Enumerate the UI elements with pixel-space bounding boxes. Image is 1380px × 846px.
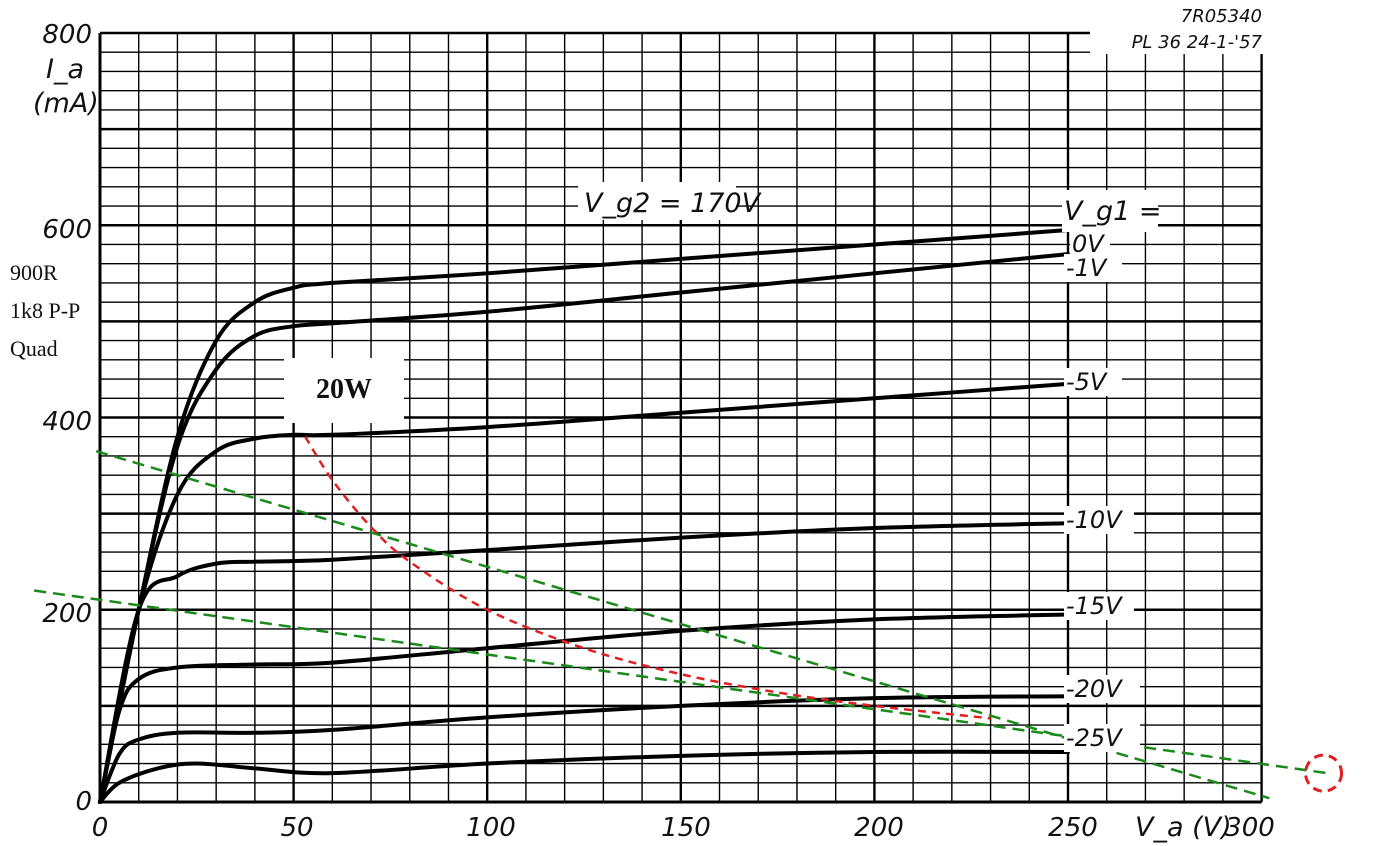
x-tick-label: 250: [1048, 813, 1098, 843]
y-tick-label: 600: [42, 215, 92, 245]
stamp-code: 7R05340: [1181, 6, 1262, 27]
curve-label: -10V: [1066, 506, 1123, 534]
y-axis-label-backdrop: [30, 46, 98, 120]
curve-label: -5V: [1066, 368, 1108, 396]
curve-vg1: [98, 252, 1070, 804]
power-label: 20W: [316, 374, 372, 405]
y-axis-label: I_a: [46, 54, 84, 85]
vg2-annotation-backdrop: [578, 182, 736, 220]
curve-vg1: [98, 521, 1070, 804]
x-tick-label: 200: [854, 813, 904, 843]
stamp-backdrop: [1090, 4, 1270, 54]
x-tick-label: 50: [280, 813, 313, 843]
x-tick-label: 0: [92, 813, 109, 843]
curve-label: -1V: [1066, 254, 1108, 282]
y-tick-label: 0: [75, 787, 92, 817]
curve-vg1: [98, 749, 1070, 804]
y-tick-label: 800: [42, 20, 92, 50]
curve-vg1: [98, 612, 1070, 804]
y-tick-label: 200: [42, 599, 92, 629]
vg2-annotation: V_g2 = 170V: [584, 188, 763, 219]
legend-header-backdrop: [1062, 190, 1158, 232]
note-quad: Quad: [10, 336, 58, 361]
curve-label: -20V: [1066, 675, 1123, 703]
load-line: [95, 449, 1270, 800]
curve-vg1: [98, 381, 1070, 804]
x-tick-labels: 0 50 100 150 200 250 300: [92, 813, 1275, 843]
note-pp-impedance: 1k8 P-P: [10, 298, 80, 323]
x-tick-label: 300: [1225, 813, 1275, 843]
y-axis-label: (mA): [33, 88, 99, 119]
x-axis-label: V_a (V): [1135, 812, 1232, 843]
y-tick-labels: 0 200 400 600 800: [42, 20, 92, 817]
x-tick-label: 100: [466, 813, 516, 843]
curve-label: 0V: [1072, 230, 1105, 258]
legend-header: V_g1 =: [1064, 196, 1162, 227]
curves: [98, 228, 1070, 804]
curve-label: -25V: [1066, 724, 1123, 752]
curve-vg1: [98, 694, 1070, 804]
stamp-date: PL 36 24-1-'57: [1132, 32, 1263, 53]
power-hyperbola: [304, 436, 991, 720]
power-label-box: [284, 358, 404, 423]
x-tick-label: 150: [661, 813, 711, 843]
notes-backdrop: [0, 256, 94, 374]
y-tick-label: 400: [42, 407, 92, 437]
curve-label: -15V: [1066, 592, 1123, 620]
note-impedance: 900R: [10, 260, 58, 285]
marker-circle: [1304, 753, 1344, 793]
curve-labels: 0V -1V -5V -10V -15V -20V -25V: [1064, 228, 1140, 752]
